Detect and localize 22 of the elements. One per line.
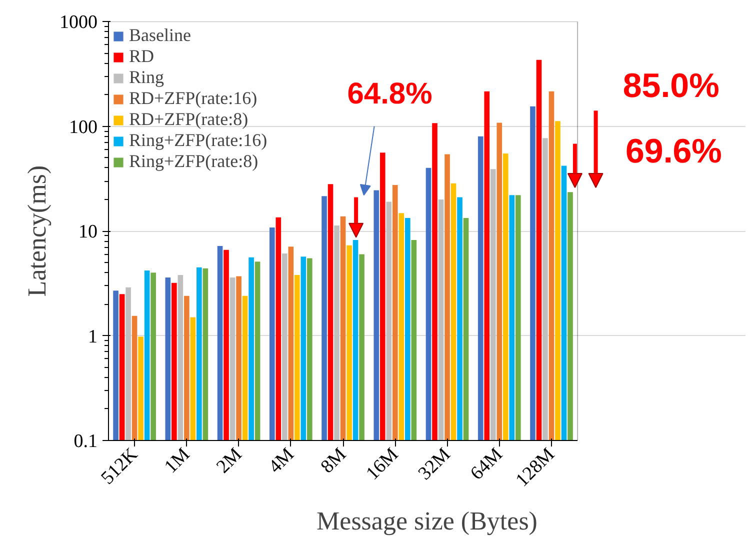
x-axis-title: Message size (Bytes) <box>316 506 538 536</box>
x-tick-label: 8M <box>316 444 351 478</box>
legend-label: RD+ZFP(rate:8) <box>129 109 248 130</box>
y-tick-label: 100 <box>69 116 98 138</box>
x-tick-label: 2M <box>212 444 246 478</box>
legend-label: Baseline <box>129 25 191 46</box>
y-tick-label: 10 <box>78 222 98 242</box>
annotation: 64.8% <box>347 78 432 111</box>
legend-label: Ring+ZFP(rate:16) <box>129 130 268 151</box>
y-tick-label: 0.1 <box>74 431 98 452</box>
x-tick-label: 64M <box>466 444 507 484</box>
legend-label: RD <box>129 46 154 67</box>
legend-label: Ring <box>129 67 164 88</box>
legend-label: RD+ZFP(rate:16) <box>129 88 258 109</box>
y-axis-title: Latency(ms) <box>22 165 52 297</box>
y-tick-label: 1000 <box>60 12 98 33</box>
y-tick-label: 1 <box>88 326 98 348</box>
x-tick-label: 1M <box>160 444 194 478</box>
x-tick-label: 4M <box>264 444 298 478</box>
legend-label: Ring+ZFP(rate:8) <box>129 151 258 172</box>
text: 85.0% <box>622 66 720 105</box>
text: 69.6% <box>626 132 722 170</box>
